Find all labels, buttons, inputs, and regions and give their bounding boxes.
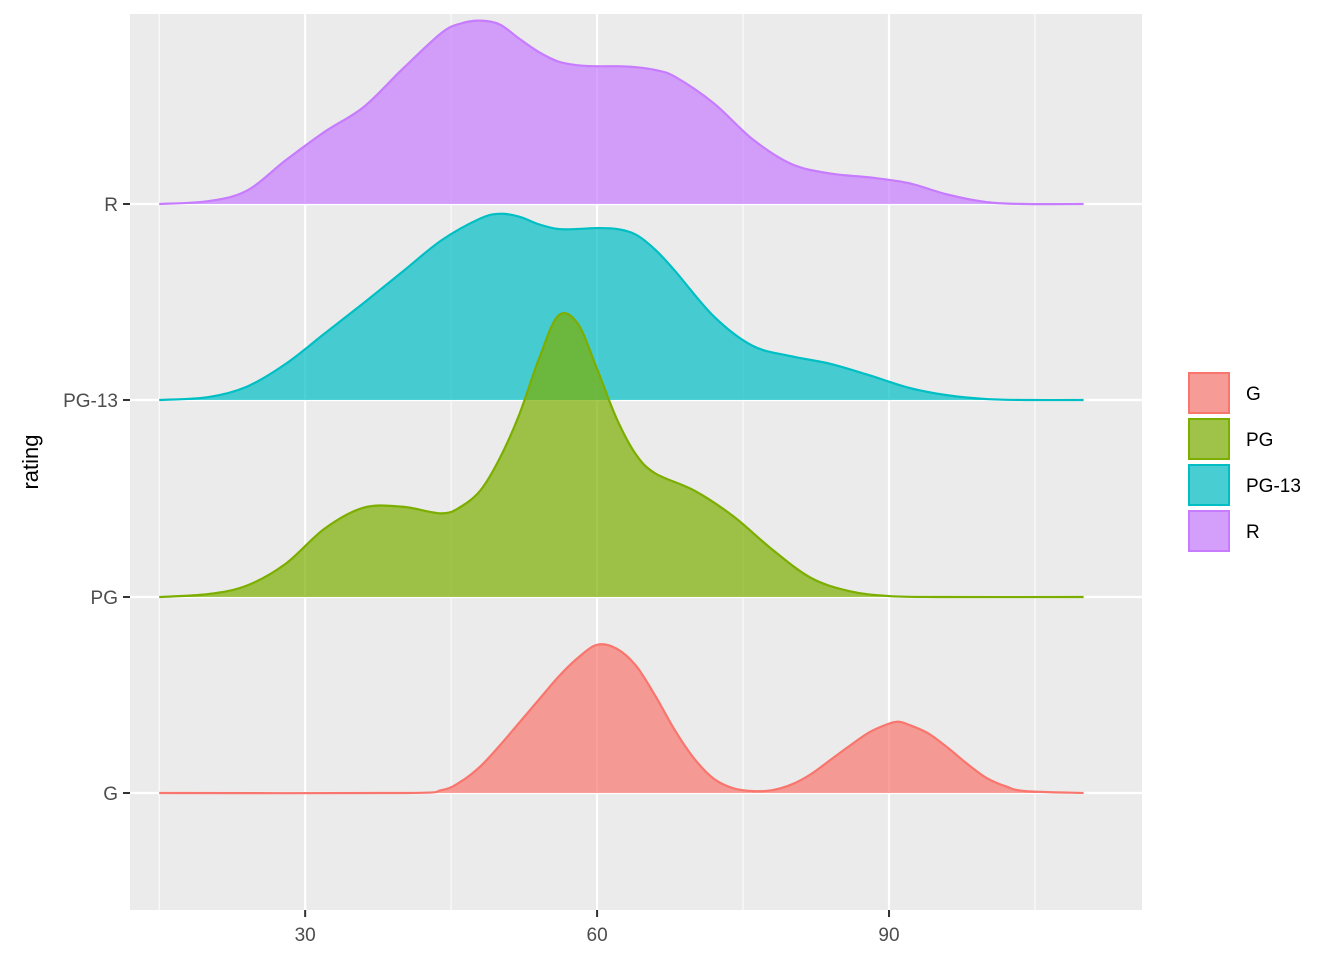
ridge-area-pg-13 bbox=[159, 213, 1084, 401]
x-tick-label: 90 bbox=[878, 925, 899, 946]
legend: G PG PG-13 R bbox=[1188, 372, 1301, 552]
legend-label: PG bbox=[1246, 430, 1273, 451]
ridge-line-r bbox=[159, 19, 1084, 206]
ridge-line-pg-13 bbox=[159, 212, 1084, 402]
legend-label: PG-13 bbox=[1246, 476, 1301, 497]
ridge-area-pg bbox=[159, 313, 1084, 598]
x-tick-label: 30 bbox=[295, 925, 316, 946]
ridge-area-r bbox=[159, 20, 1084, 205]
legend-key-g bbox=[1188, 372, 1230, 414]
y-tick-label: PG-13 bbox=[63, 391, 118, 412]
ridge-area-g bbox=[159, 644, 1084, 794]
y-tick-label: G bbox=[103, 784, 118, 805]
y-tick-label: PG bbox=[91, 588, 118, 609]
legend-key-r bbox=[1188, 510, 1230, 552]
x-tick-label: 60 bbox=[587, 925, 608, 946]
legend-label: G bbox=[1246, 384, 1261, 405]
y-tick-label: R bbox=[104, 195, 118, 216]
axis-layer: 30 60 90 G PG PG-13 R bbox=[63, 195, 899, 946]
y-axis-title: rating bbox=[18, 434, 43, 489]
ridge-line-g bbox=[159, 643, 1084, 795]
ridge-layer bbox=[159, 19, 1084, 795]
legend-key-pg-13 bbox=[1188, 464, 1230, 506]
legend-key-pg bbox=[1188, 418, 1230, 460]
ridge-line-pg bbox=[159, 312, 1084, 599]
legend-label: R bbox=[1246, 522, 1260, 543]
